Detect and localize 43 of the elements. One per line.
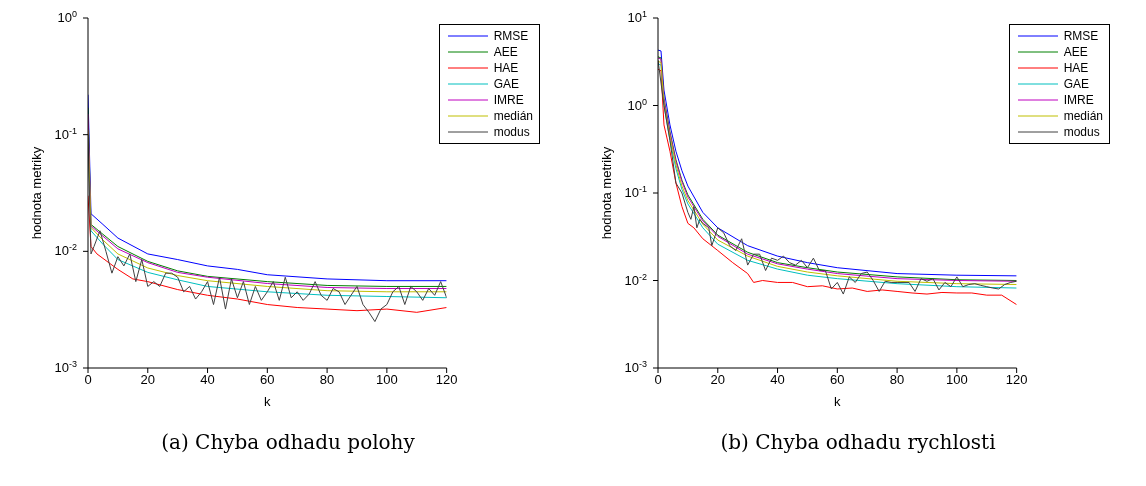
y-tick-label: 10$^{-3}$ bbox=[624, 359, 647, 375]
text: (b) Chyba odhadu rychlosti bbox=[719, 430, 997, 454]
x-tick-label: 40 bbox=[770, 372, 785, 388]
legend-label: RMSE bbox=[493, 29, 529, 43]
legend-label: RMSE bbox=[1063, 29, 1099, 43]
x-tick-label: 120 bbox=[1005, 372, 1028, 388]
x-tick-label: 40 bbox=[200, 372, 215, 388]
legend-label: AEE bbox=[1063, 45, 1088, 59]
x-axis-title: k bbox=[264, 394, 272, 409]
legend-label: IMRE bbox=[493, 93, 524, 107]
legend-label: medián bbox=[493, 109, 533, 123]
legend-label: modus bbox=[1063, 125, 1100, 139]
legend-label: GAE bbox=[1063, 77, 1089, 91]
y-tick-label: 10$^{-2}$ bbox=[624, 271, 647, 288]
y-tick-label: 10$^{-1}$ bbox=[54, 125, 77, 142]
legend-label: medián bbox=[1063, 109, 1103, 123]
x-tick-label: 80 bbox=[889, 372, 905, 388]
y-axis-title: hodnota metriky bbox=[28, 146, 44, 240]
text: (a) Chyba odhadu polohy bbox=[160, 430, 416, 454]
y-tick-label: 10$^{-3}$ bbox=[54, 359, 77, 375]
y-tick-label: 10$^{0}$ bbox=[627, 96, 647, 113]
y-tick-label: 10$^{-2}$ bbox=[54, 242, 77, 259]
x-tick-label: 0 bbox=[84, 372, 92, 388]
legend-label: HAE bbox=[1063, 61, 1089, 75]
x-tick-label: 100 bbox=[376, 372, 398, 388]
x-tick-label: 20 bbox=[710, 372, 726, 388]
legend-label: HAE bbox=[493, 61, 519, 75]
x-tick-label: 60 bbox=[260, 372, 275, 388]
legend-label: modus bbox=[493, 125, 530, 139]
legend-label: IMRE bbox=[1063, 93, 1094, 107]
y-tick-label: 10$^{1}$ bbox=[627, 9, 647, 25]
x-axis-title: k bbox=[834, 394, 842, 409]
legend-label: AEE bbox=[493, 45, 518, 59]
x-tick-label: 120 bbox=[435, 372, 458, 388]
x-tick-label: 60 bbox=[830, 372, 845, 388]
legend-label: GAE bbox=[493, 77, 519, 91]
y-tick-label: 10$^{-1}$ bbox=[624, 184, 647, 200]
x-tick-label: 20 bbox=[140, 372, 156, 388]
x-tick-label: 100 bbox=[946, 372, 968, 388]
x-tick-label: 0 bbox=[654, 372, 662, 388]
y-axis-title: hodnota metriky bbox=[598, 146, 614, 240]
x-tick-label: 80 bbox=[319, 372, 335, 388]
y-tick-label: 10$^{0}$ bbox=[57, 9, 77, 25]
